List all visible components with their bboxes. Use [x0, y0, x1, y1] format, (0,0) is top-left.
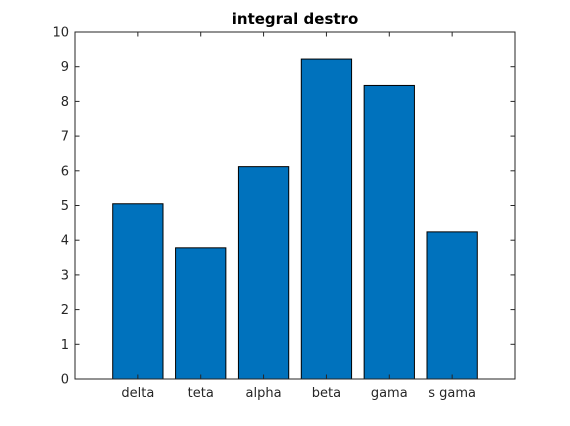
bar	[237, 166, 290, 380]
y-tick-label: 6	[61, 164, 69, 179]
y-tick-label: 5	[61, 199, 69, 214]
plot-frame	[74, 31, 516, 380]
y-tick-label: 2	[61, 303, 69, 318]
x-tick-label: delta	[121, 386, 154, 401]
chart-title: integral destro	[232, 10, 359, 28]
x-tick-label: alpha	[246, 386, 282, 401]
bar	[300, 58, 353, 380]
bar	[175, 247, 227, 380]
y-tick-label: 0	[61, 373, 69, 388]
x-tick-labels: delta teta alpha beta gama s gama	[121, 386, 476, 401]
y-tick-label: 10	[52, 26, 69, 41]
y-tick-label: 4	[61, 234, 69, 249]
bar	[363, 84, 415, 380]
x-tick-label: s gama	[428, 386, 476, 401]
y-tick-label: 7	[61, 130, 69, 145]
bar	[112, 203, 164, 380]
y-tick-label: 8	[61, 95, 69, 110]
y-tick-label: 1	[61, 338, 69, 353]
x-tick-label: beta	[312, 386, 341, 401]
x-tick-label: teta	[188, 386, 214, 401]
y-tick-label: 9	[61, 60, 69, 75]
bar	[426, 231, 478, 380]
x-tick-label: gama	[371, 386, 408, 401]
bar-group	[112, 58, 478, 380]
y-tick-label: 3	[61, 268, 69, 283]
axis-ticks	[75, 31, 515, 380]
y-tick-labels: 0 1 2 3 4 5 6 7 8 9 10	[52, 26, 69, 388]
